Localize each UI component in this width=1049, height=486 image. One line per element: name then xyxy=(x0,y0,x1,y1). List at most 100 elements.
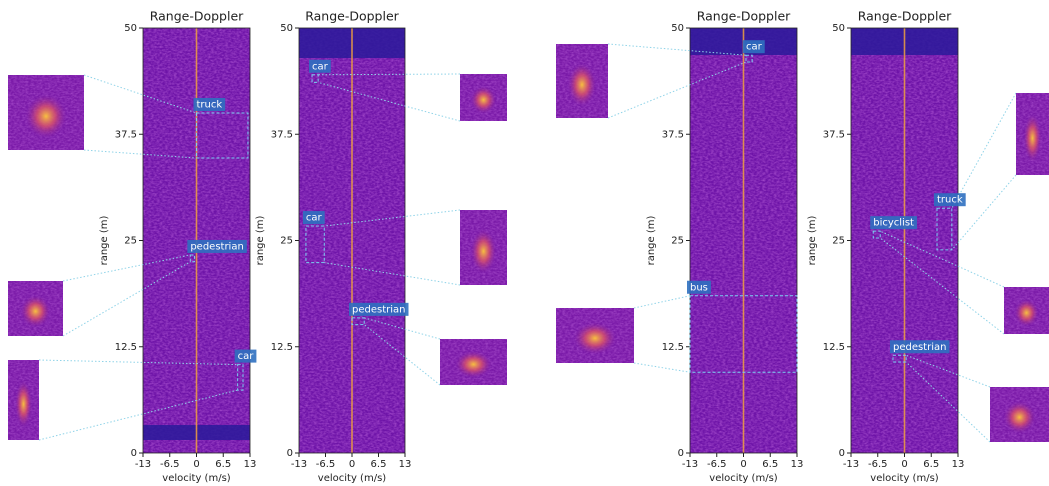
y-tick-label: 37.5 xyxy=(662,129,684,140)
inset-glow xyxy=(14,380,33,428)
x-tick-label: -13 xyxy=(291,459,307,470)
inset-glow xyxy=(1013,298,1040,327)
y-axis-label: range (m) xyxy=(807,216,818,266)
x-tick-label: 6.5 xyxy=(923,459,939,470)
annotation-box xyxy=(872,230,881,239)
x-tick-label: -6.5 xyxy=(316,459,336,470)
x-tick-label: 6.5 xyxy=(762,459,778,470)
y-tick-label: 0 xyxy=(131,448,137,459)
y-tick-label: 25 xyxy=(124,236,137,247)
inset-glow xyxy=(567,62,597,107)
inset-glow xyxy=(20,294,51,328)
annotation-box xyxy=(745,54,753,63)
x-tick-label: -13 xyxy=(682,459,698,470)
annotation-label-bg xyxy=(934,193,966,207)
y-axis-label: range (m) xyxy=(99,216,110,266)
inset-connector xyxy=(905,354,991,388)
chart-title: Range-Doppler xyxy=(858,9,952,24)
y-tick-label: 0 xyxy=(839,448,845,459)
inset-connector xyxy=(607,61,747,119)
annotation-label-bg xyxy=(187,239,247,253)
inset-connector xyxy=(880,230,1005,288)
y-tick-label: 0 xyxy=(287,448,293,459)
inset-glow xyxy=(470,85,497,114)
annotation-label: truck xyxy=(937,195,963,206)
annotation-label: pedestrian xyxy=(893,342,947,353)
annotation-label: car xyxy=(746,42,763,53)
annotation-label-bg xyxy=(870,216,917,230)
annotation-label: bicyclist xyxy=(873,218,914,229)
annotation-box xyxy=(305,225,325,264)
y-tick-label: 25 xyxy=(832,236,845,247)
chart-title: Range-Doppler xyxy=(150,9,244,24)
annotation-label-bg xyxy=(302,211,325,225)
annotation-label-bg xyxy=(349,302,409,316)
annotation-label: car xyxy=(312,61,329,72)
annotation-label-bg xyxy=(687,280,711,294)
x-tick-label: -13 xyxy=(843,459,859,470)
inset-glow xyxy=(470,228,497,274)
y-tick-label: 37.5 xyxy=(115,129,137,140)
annotation-label: truck xyxy=(197,100,223,111)
y-tick-label: 12.5 xyxy=(662,342,684,353)
annotation-box xyxy=(196,112,249,159)
inset-connector xyxy=(62,254,191,282)
annotation-label-bg xyxy=(309,59,331,73)
y-tick-label: 12.5 xyxy=(823,342,845,353)
y-tick-label: 50 xyxy=(832,23,845,34)
x-tick-label: 13 xyxy=(952,459,965,470)
y-axis-label: range (m) xyxy=(646,216,657,266)
inset-connector xyxy=(62,261,191,337)
inset-connector xyxy=(83,74,197,114)
annotation-box xyxy=(689,295,798,373)
x-tick-label: -6.5 xyxy=(868,459,888,470)
annotation-label-bg xyxy=(234,349,257,363)
x-tick-label: 13 xyxy=(399,459,412,470)
x-tick-label: 6.5 xyxy=(371,459,387,470)
y-tick-label: 37.5 xyxy=(823,129,845,140)
annotation-box xyxy=(936,207,953,251)
inset-connector xyxy=(364,317,441,340)
annotation-label-bg xyxy=(889,340,950,354)
y-tick-label: 50 xyxy=(280,23,293,34)
inset-connector xyxy=(633,295,691,309)
x-tick-label: 13 xyxy=(244,459,257,470)
x-tick-label: 0 xyxy=(901,459,907,470)
chart-title: Range-Doppler xyxy=(305,9,399,24)
annotation-label: car xyxy=(306,213,323,224)
x-axis-label: velocity (m/s) xyxy=(709,473,777,484)
annotation-label: car xyxy=(238,351,255,362)
y-tick-label: 37.5 xyxy=(271,129,293,140)
inset-connector xyxy=(951,92,1017,209)
chart-title: Range-Doppler xyxy=(697,9,791,24)
inset-glow xyxy=(1002,400,1037,434)
x-tick-label: -6.5 xyxy=(160,459,180,470)
inset-connector xyxy=(38,359,238,366)
y-tick-label: 25 xyxy=(280,236,293,247)
y-tick-label: 12.5 xyxy=(271,342,293,353)
inset-connector xyxy=(363,324,441,386)
x-axis-label: velocity (m/s) xyxy=(870,473,938,484)
y-tick-label: 25 xyxy=(671,236,684,247)
inset-connector xyxy=(38,389,238,441)
annotation-label: pedestrian xyxy=(352,304,406,315)
inset-glow xyxy=(1023,113,1042,163)
y-tick-label: 12.5 xyxy=(115,342,137,353)
x-axis-label: velocity (m/s) xyxy=(318,473,386,484)
inset-connector xyxy=(318,73,461,76)
x-tick-label: -6.5 xyxy=(707,459,727,470)
annotation-box xyxy=(237,364,244,391)
annotation-box xyxy=(351,317,365,326)
annotation-label-bg xyxy=(742,40,765,54)
x-tick-label: -13 xyxy=(135,459,151,470)
y-axis-label: range (m) xyxy=(255,216,266,266)
y-tick-label: 0 xyxy=(678,448,684,459)
annotation-label: bus xyxy=(690,282,708,293)
inset-connector xyxy=(83,149,197,159)
inset-glow xyxy=(24,93,68,139)
inset-glow xyxy=(573,321,617,355)
inset-connector xyxy=(879,237,1005,335)
x-tick-label: 0 xyxy=(740,459,746,470)
inset-connector xyxy=(633,362,691,373)
